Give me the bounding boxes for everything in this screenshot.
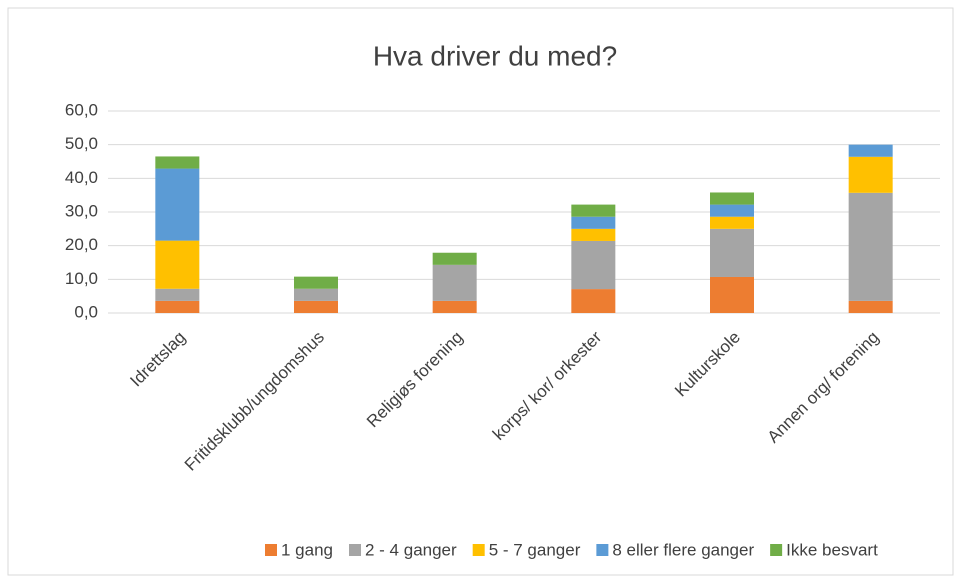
bar-segment (432, 264, 477, 301)
legend-label: 5 - 7 ganger (489, 540, 581, 559)
bar-segment (294, 276, 338, 289)
legend-swatch (770, 544, 783, 556)
bar-segment (848, 300, 893, 313)
bar-segment (155, 240, 200, 289)
bar-segment (848, 156, 893, 193)
bar-segment (155, 168, 200, 241)
bar-segment (294, 300, 338, 313)
bar-segment (571, 289, 616, 313)
legend-label: 8 eller flere ganger (612, 540, 754, 559)
bar-segment (571, 216, 616, 229)
bar-segment (432, 252, 477, 265)
y-tick-label: 0,0 (74, 302, 98, 321)
y-tick-label: 60,0 (65, 100, 98, 119)
legend-label: Ikke besvart (786, 540, 878, 559)
legend-label: 2 - 4 ganger (365, 540, 457, 559)
bar-segment (432, 300, 477, 313)
legend-label: 1 gang (281, 540, 333, 559)
bar-segment (710, 216, 754, 229)
legend-swatch (596, 544, 609, 556)
bar-segment (710, 192, 754, 205)
bar-segment (848, 144, 893, 157)
bar-segment (710, 204, 754, 217)
bar-segment (571, 240, 616, 290)
y-tick-label: 30,0 (65, 201, 98, 220)
legend-swatch (265, 544, 277, 556)
legend-swatch (472, 544, 485, 556)
bar-segment (848, 192, 893, 301)
bar-segment (571, 204, 616, 217)
chart-title: Hva driver du med? (373, 40, 617, 71)
y-tick-label: 50,0 (65, 134, 98, 153)
y-tick-label: 20,0 (65, 235, 98, 254)
bar-segment (155, 156, 200, 169)
bar-segment (155, 300, 200, 313)
bar-segment (294, 288, 338, 301)
y-tick-label: 40,0 (65, 168, 98, 187)
y-tick-label: 10,0 (65, 269, 98, 288)
bar-segment (571, 228, 616, 241)
chart-frame (7, 7, 954, 576)
bar-segment (710, 228, 754, 277)
bar-segment (155, 288, 200, 301)
legend-swatch (349, 544, 361, 556)
bar-segment (710, 276, 754, 313)
